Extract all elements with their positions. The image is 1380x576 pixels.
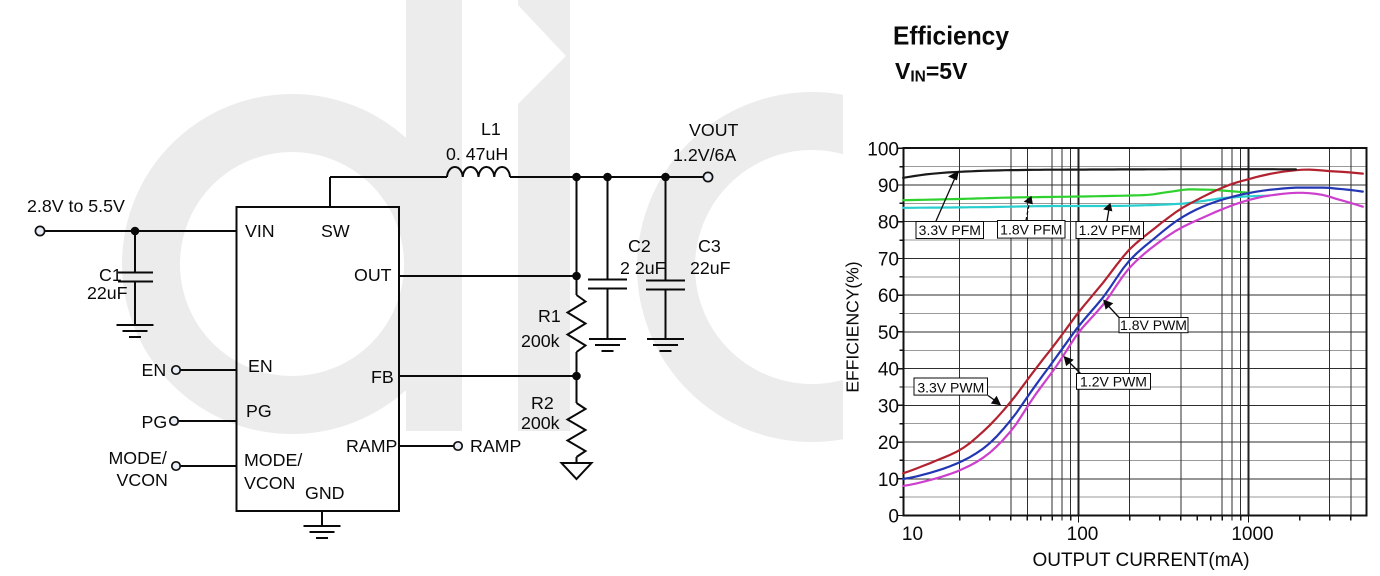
svg-text:EN: EN [248, 356, 273, 376]
svg-text:1000: 1000 [1231, 524, 1273, 545]
svg-text:OUTPUT CURRENT(mA): OUTPUT CURRENT(mA) [1032, 550, 1249, 571]
svg-text:C2: C2 [628, 236, 651, 256]
svg-text:22uF: 22uF [87, 283, 128, 303]
svg-text:60: 60 [878, 286, 899, 307]
svg-text:GND: GND [305, 483, 345, 503]
svg-text:Efficiency: Efficiency [893, 21, 1010, 51]
svg-text:VIN=5V: VIN=5V [895, 58, 968, 86]
svg-text:VIN: VIN [245, 221, 275, 241]
svg-text:1.8V PWM: 1.8V PWM [1120, 317, 1187, 333]
svg-text:2 2uF: 2 2uF [620, 258, 666, 278]
svg-text:C3: C3 [698, 236, 721, 256]
svg-text:PG: PG [142, 412, 168, 432]
svg-text:22uF: 22uF [690, 258, 731, 278]
svg-text:VOUT: VOUT [689, 120, 739, 140]
svg-text:3.3V PFM: 3.3V PFM [919, 222, 981, 238]
svg-text:FB: FB [371, 367, 394, 387]
svg-text:50: 50 [878, 323, 899, 344]
svg-text:80: 80 [878, 213, 899, 234]
svg-text:EN: EN [142, 360, 167, 380]
svg-text:MODE/: MODE/ [109, 448, 167, 468]
svg-text:3.3V PWM: 3.3V PWM [917, 379, 984, 395]
svg-text:VCON: VCON [117, 470, 168, 490]
svg-text:0: 0 [888, 507, 899, 528]
svg-text:200k: 200k [521, 413, 560, 433]
svg-text:100: 100 [867, 139, 899, 160]
svg-text:RAMP: RAMP [346, 436, 397, 456]
svg-text:PG: PG [246, 401, 272, 421]
svg-text:SW: SW [321, 221, 350, 241]
svg-text:C1: C1 [99, 265, 122, 285]
svg-text:10: 10 [902, 524, 923, 545]
svg-text:L1: L1 [481, 119, 501, 139]
svg-text:1.2V PWM: 1.2V PWM [1080, 373, 1147, 389]
svg-text:40: 40 [878, 360, 899, 381]
svg-text:90: 90 [878, 176, 899, 197]
svg-text:OUT: OUT [354, 265, 392, 285]
svg-text:100: 100 [1067, 524, 1099, 545]
svg-text:200k: 200k [521, 331, 560, 351]
svg-text:R1: R1 [538, 306, 561, 326]
svg-text:EFFICIENCY(%): EFFICIENCY(%) [843, 261, 863, 392]
svg-text:30: 30 [878, 396, 899, 417]
svg-text:1.8V PFM: 1.8V PFM [1000, 222, 1062, 238]
svg-text:1.2V/6A: 1.2V/6A [673, 145, 736, 165]
svg-text:1.2V PFM: 1.2V PFM [1079, 222, 1141, 238]
svg-text:MODE/: MODE/ [244, 450, 302, 470]
svg-text:20: 20 [878, 433, 899, 454]
svg-text:RAMP: RAMP [470, 436, 521, 456]
svg-text:VCON: VCON [244, 473, 295, 493]
svg-text:2.8V to 5.5V: 2.8V to 5.5V [27, 196, 125, 216]
svg-text:10: 10 [878, 470, 899, 491]
svg-text:R2: R2 [531, 393, 554, 413]
svg-text:70: 70 [878, 250, 899, 271]
svg-text:0. 47uH: 0. 47uH [446, 144, 508, 164]
